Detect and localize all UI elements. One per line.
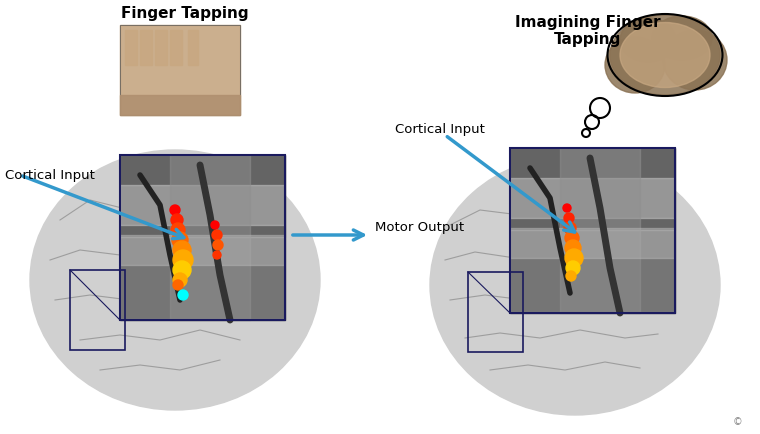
Bar <box>120 95 240 115</box>
Circle shape <box>173 273 187 287</box>
Bar <box>120 155 285 320</box>
Bar <box>510 228 675 258</box>
Bar <box>120 185 285 225</box>
Circle shape <box>213 251 221 259</box>
Bar <box>120 237 285 319</box>
Circle shape <box>171 214 183 226</box>
Text: Cortical Input: Cortical Input <box>395 124 485 137</box>
Bar <box>120 25 240 115</box>
Ellipse shape <box>663 30 727 90</box>
Circle shape <box>173 261 191 279</box>
Circle shape <box>564 222 576 234</box>
Bar <box>120 155 285 237</box>
Bar <box>70 270 125 350</box>
Circle shape <box>170 205 180 215</box>
Ellipse shape <box>430 155 720 415</box>
Ellipse shape <box>30 150 320 410</box>
Circle shape <box>212 230 222 240</box>
Bar <box>510 148 675 313</box>
Bar <box>560 148 640 313</box>
Circle shape <box>178 290 188 300</box>
Text: Imagining Finger
Tapping: Imagining Finger Tapping <box>515 15 660 47</box>
Bar <box>140 30 152 65</box>
Ellipse shape <box>652 16 712 60</box>
Circle shape <box>211 221 219 229</box>
Circle shape <box>566 261 580 275</box>
Bar <box>468 272 523 352</box>
Circle shape <box>213 240 223 250</box>
Circle shape <box>173 280 183 290</box>
Bar <box>120 25 240 115</box>
Bar <box>125 30 137 65</box>
Text: Motor Output: Motor Output <box>375 221 464 234</box>
Bar <box>510 148 675 230</box>
Circle shape <box>565 249 583 267</box>
Bar <box>120 155 285 320</box>
Bar <box>155 30 167 65</box>
Bar <box>120 235 285 265</box>
Circle shape <box>172 232 188 248</box>
Circle shape <box>173 241 191 259</box>
Circle shape <box>171 223 185 237</box>
Bar <box>188 30 198 65</box>
Ellipse shape <box>605 37 665 93</box>
Circle shape <box>565 231 579 245</box>
Text: Cortical Input: Cortical Input <box>5 168 95 181</box>
Bar <box>510 230 675 312</box>
Circle shape <box>564 213 574 223</box>
Bar <box>120 25 240 115</box>
Bar <box>170 30 182 65</box>
Bar <box>510 178 675 218</box>
Text: Finger Tapping: Finger Tapping <box>121 6 249 21</box>
Ellipse shape <box>620 23 710 88</box>
Circle shape <box>173 250 193 270</box>
Bar <box>170 155 250 320</box>
Bar <box>510 148 675 313</box>
Circle shape <box>565 240 581 256</box>
Circle shape <box>563 204 571 212</box>
Ellipse shape <box>610 15 720 95</box>
Text: ©: © <box>733 417 743 427</box>
Ellipse shape <box>620 18 676 62</box>
Circle shape <box>566 271 576 281</box>
